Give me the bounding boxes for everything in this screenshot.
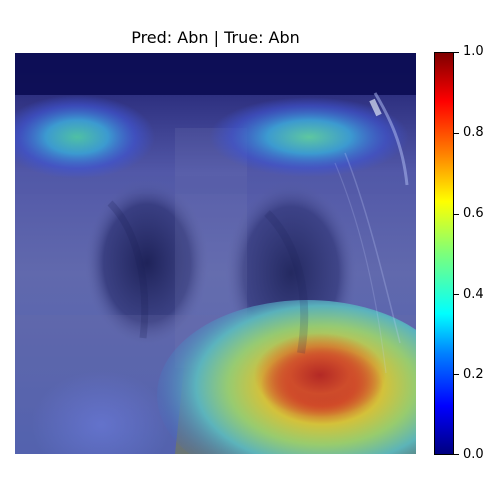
upper-chest-band — [15, 176, 416, 194]
colorbar-tick-1 — [454, 374, 459, 375]
right-wire-2 — [334, 162, 387, 374]
colorbar-label-1: 0.2 — [463, 367, 484, 382]
right-top-heat — [209, 97, 409, 177]
colorbar-tick-4 — [454, 133, 459, 134]
hotspot-core — [254, 333, 386, 417]
right-wire-1 — [344, 152, 401, 344]
lower-left-blue-glow — [31, 371, 171, 454]
device-marker — [369, 98, 382, 117]
colorbar-tick-2 — [454, 294, 459, 295]
left-lung-texture — [107, 200, 149, 339]
colorbar-tick-3 — [454, 214, 459, 215]
colorbar-tick-5 — [454, 52, 459, 53]
top-dark-band — [15, 53, 416, 95]
colorbar-label-2: 0.4 — [463, 287, 484, 302]
colorbar — [434, 52, 454, 455]
figure-title: Pred: Abn | True: Abn — [131, 28, 300, 47]
xray-heatmap-svg — [15, 53, 416, 454]
heatmap-xray-image — [15, 53, 416, 454]
right-lung-texture — [264, 210, 309, 354]
left-top-heat — [15, 95, 155, 179]
left-lung-shadow — [85, 179, 209, 347]
colorbar-label-4: 0.8 — [463, 125, 484, 140]
colorbar-label-0: 0.0 — [463, 447, 484, 462]
colorbar-label-3: 0.6 — [463, 206, 484, 221]
right-tube-line — [373, 92, 409, 186]
colorbar-tick-0 — [454, 454, 459, 455]
colorbar-label-5: 1.0 — [463, 44, 484, 59]
